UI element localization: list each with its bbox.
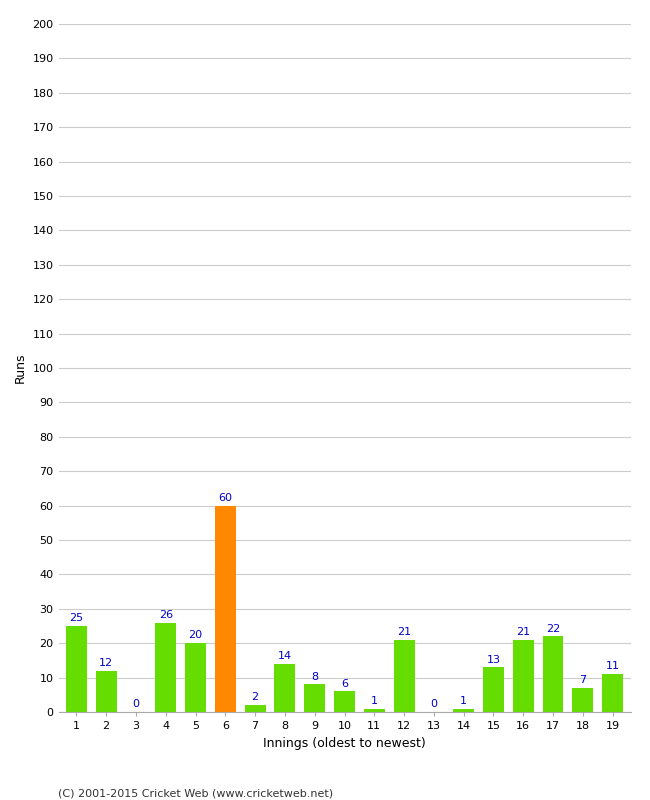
Text: 14: 14 xyxy=(278,651,292,661)
Y-axis label: Runs: Runs xyxy=(14,353,27,383)
Text: 26: 26 xyxy=(159,610,173,620)
Text: 21: 21 xyxy=(397,627,411,637)
Text: 20: 20 xyxy=(188,630,203,641)
Text: 6: 6 xyxy=(341,678,348,689)
Text: (C) 2001-2015 Cricket Web (www.cricketweb.net): (C) 2001-2015 Cricket Web (www.cricketwe… xyxy=(58,788,333,798)
Text: 60: 60 xyxy=(218,493,232,503)
Text: 0: 0 xyxy=(430,699,437,710)
Bar xyxy=(215,506,236,712)
Text: 0: 0 xyxy=(133,699,140,710)
Bar xyxy=(155,622,176,712)
Bar xyxy=(96,670,116,712)
Text: 25: 25 xyxy=(70,614,83,623)
Bar xyxy=(483,667,504,712)
Text: 8: 8 xyxy=(311,672,318,682)
Bar xyxy=(304,685,325,712)
Bar xyxy=(364,709,385,712)
Text: 1: 1 xyxy=(460,696,467,706)
Bar xyxy=(602,674,623,712)
Text: 11: 11 xyxy=(606,662,619,671)
Text: 1: 1 xyxy=(370,696,378,706)
Bar xyxy=(334,691,355,712)
Bar xyxy=(394,640,415,712)
X-axis label: Innings (oldest to newest): Innings (oldest to newest) xyxy=(263,737,426,750)
Text: 21: 21 xyxy=(516,627,530,637)
Text: 12: 12 xyxy=(99,658,113,668)
Text: 7: 7 xyxy=(579,675,586,685)
Bar xyxy=(543,636,564,712)
Bar xyxy=(573,688,593,712)
Text: 22: 22 xyxy=(546,623,560,634)
Bar xyxy=(513,640,534,712)
Bar xyxy=(185,643,206,712)
Bar xyxy=(274,664,295,712)
Bar xyxy=(244,705,266,712)
Bar xyxy=(66,626,87,712)
Text: 2: 2 xyxy=(252,692,259,702)
Text: 13: 13 xyxy=(486,654,500,665)
Bar xyxy=(453,709,474,712)
